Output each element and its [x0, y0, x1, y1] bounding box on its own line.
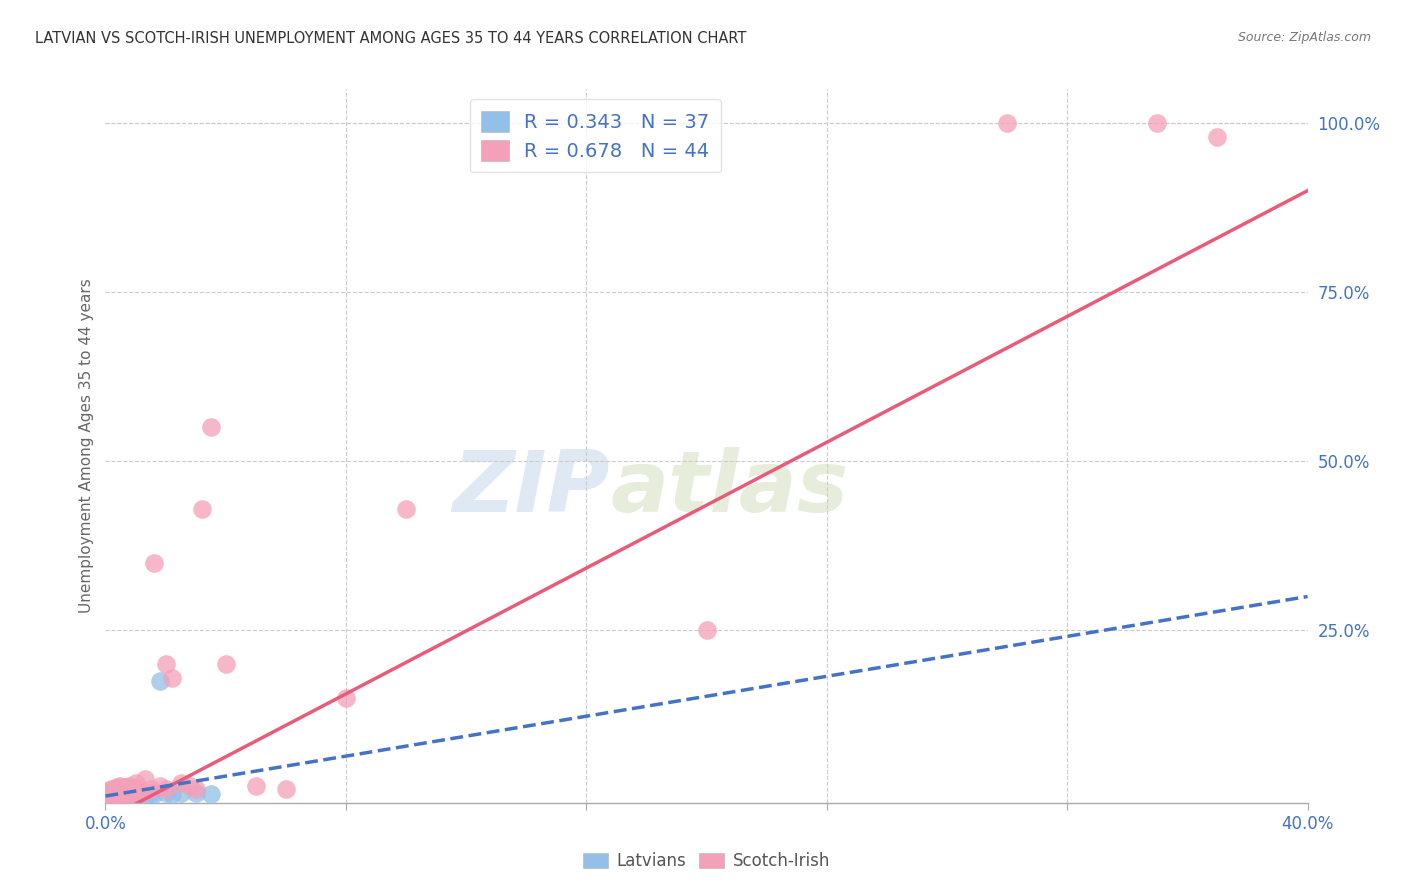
Point	[131, 787, 153, 801]
Point	[214, 657, 236, 672]
Point	[118, 786, 141, 800]
Point	[97, 790, 120, 805]
Text: ZIP: ZIP	[453, 447, 610, 531]
Point	[995, 116, 1018, 130]
Y-axis label: Unemployment Among Ages 35 to 44 years: Unemployment Among Ages 35 to 44 years	[79, 278, 94, 614]
Point	[97, 789, 120, 803]
Point	[121, 784, 143, 798]
Point	[112, 780, 135, 795]
Point	[335, 690, 357, 705]
Point	[100, 788, 122, 802]
Point	[100, 789, 122, 803]
Point	[110, 779, 132, 793]
Point	[131, 786, 153, 800]
Point	[107, 782, 129, 797]
Point	[97, 784, 120, 798]
Point	[118, 785, 141, 799]
Legend: Latvians, Scotch-Irish: Latvians, Scotch-Irish	[576, 846, 837, 877]
Point	[121, 789, 143, 803]
Point	[142, 556, 165, 570]
Point	[100, 784, 122, 798]
Point	[110, 787, 132, 801]
Point	[124, 775, 146, 789]
Point	[200, 420, 222, 434]
Point	[128, 789, 150, 803]
Point	[103, 787, 125, 801]
Point	[124, 786, 146, 800]
Point	[110, 789, 132, 803]
Point	[128, 782, 150, 797]
Point	[115, 784, 138, 798]
Point	[139, 782, 162, 797]
Point	[112, 787, 135, 801]
Point	[395, 501, 418, 516]
Point	[155, 657, 177, 672]
Text: Source: ZipAtlas.com: Source: ZipAtlas.com	[1237, 31, 1371, 45]
Point	[1146, 116, 1168, 130]
Point	[184, 782, 207, 797]
Point	[118, 779, 141, 793]
Point	[107, 780, 129, 795]
Point	[107, 791, 129, 805]
Point	[696, 624, 718, 638]
Point	[112, 789, 135, 804]
Point	[200, 787, 222, 801]
Point	[160, 671, 183, 685]
Point	[103, 787, 125, 801]
Point	[139, 786, 162, 800]
Point	[100, 791, 122, 805]
Point	[160, 787, 183, 801]
Point	[134, 788, 156, 802]
Point	[142, 787, 165, 801]
Point	[107, 789, 129, 803]
Text: LATVIAN VS SCOTCH-IRISH UNEMPLOYMENT AMONG AGES 35 TO 44 YEARS CORRELATION CHART: LATVIAN VS SCOTCH-IRISH UNEMPLOYMENT AMO…	[35, 31, 747, 46]
Point	[110, 790, 132, 805]
Point	[110, 783, 132, 797]
Point	[169, 786, 191, 800]
Point	[110, 784, 132, 798]
Point	[245, 779, 267, 793]
Point	[190, 501, 212, 516]
Point	[148, 779, 170, 793]
Point	[169, 775, 191, 789]
Point	[124, 789, 146, 804]
Point	[103, 782, 125, 797]
Point	[97, 786, 120, 800]
Point	[134, 772, 156, 786]
Point	[155, 786, 177, 800]
Point	[179, 779, 201, 793]
Point	[121, 780, 143, 795]
Point	[100, 782, 122, 797]
Point	[184, 786, 207, 800]
Point	[115, 787, 138, 801]
Text: atlas: atlas	[610, 447, 848, 531]
Point	[274, 782, 297, 797]
Point	[112, 786, 135, 800]
Point	[115, 780, 138, 795]
Point	[121, 787, 143, 801]
Point	[107, 786, 129, 800]
Point	[107, 786, 129, 800]
Point	[1206, 129, 1229, 144]
Point	[103, 783, 125, 797]
Point	[148, 674, 170, 689]
Point	[124, 786, 146, 800]
Point	[103, 790, 125, 805]
Point	[115, 789, 138, 803]
Point	[118, 789, 141, 804]
Point	[97, 789, 120, 803]
Point	[155, 782, 177, 797]
